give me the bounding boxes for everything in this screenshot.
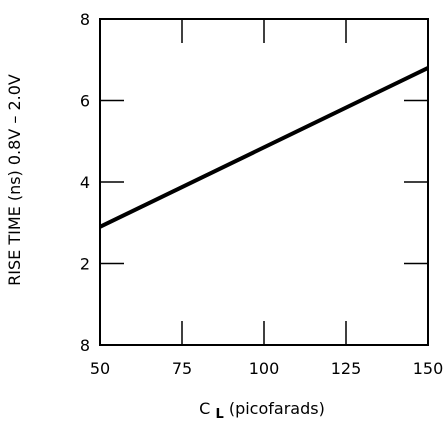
rise-time-series-line <box>99 66 429 229</box>
y-tick-label: 8 <box>80 336 90 355</box>
y-tick-label: 4 <box>80 173 90 192</box>
x-axis-title: C L (picofarads) <box>199 399 325 422</box>
x-axis-ticks <box>181 19 347 345</box>
y-axis-title: RISE TIME (ns) 0.8V – 2.0V <box>5 74 24 286</box>
x-axis-tick-labels: 50 75 100 125 150 <box>90 359 443 378</box>
y-axis-ticks <box>100 99 428 265</box>
x-tick-label: 100 <box>249 359 280 378</box>
x-tick-label: 50 <box>90 359 110 378</box>
x-axis-title-main: C <box>199 399 210 418</box>
x-axis-title-subscript: L <box>215 407 223 422</box>
y-axis-tick-labels: 8 2 4 6 8 <box>80 10 90 355</box>
y-tick-label: 6 <box>80 92 90 111</box>
y-tick-label: 8 <box>80 10 90 29</box>
x-tick-label: 75 <box>172 359 192 378</box>
y-tick-label: 2 <box>80 255 90 274</box>
x-axis-title-suffix: (picofarads) <box>229 399 325 418</box>
x-tick-label: 125 <box>331 359 362 378</box>
series-layer <box>99 66 429 229</box>
x-tick-label: 150 <box>413 359 444 378</box>
